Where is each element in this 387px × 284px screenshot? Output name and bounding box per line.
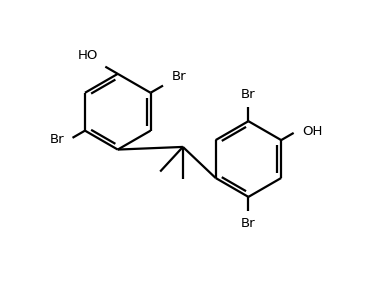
Text: Br: Br [241, 217, 256, 230]
Text: HO: HO [78, 49, 98, 62]
Text: Br: Br [50, 133, 64, 146]
Text: Br: Br [171, 70, 186, 83]
Text: OH: OH [302, 124, 322, 137]
Text: Br: Br [241, 88, 256, 101]
